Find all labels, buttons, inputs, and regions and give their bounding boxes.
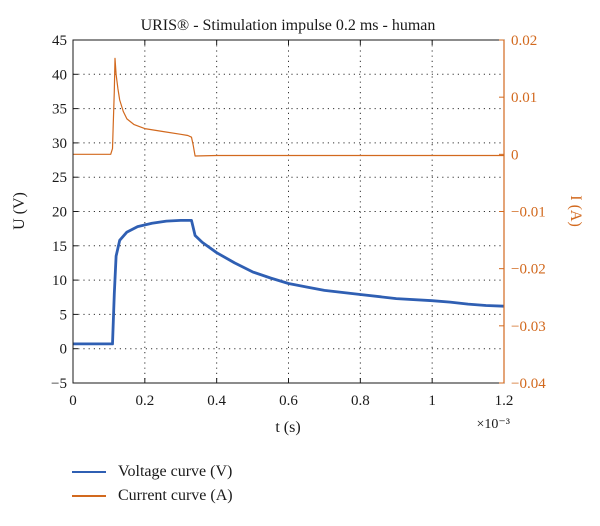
legend-item-current: Current curve (A) bbox=[72, 484, 233, 508]
x-tick-label: 0.2 bbox=[135, 393, 154, 409]
x-axis-label: t (s) bbox=[275, 419, 300, 436]
y-left-tick-label: 35 bbox=[52, 102, 67, 118]
y-left-tick-label: 30 bbox=[52, 136, 67, 152]
current-line-swatch bbox=[72, 495, 106, 497]
y-axis-right-label: I (A) bbox=[567, 195, 584, 227]
voltage-line-swatch bbox=[72, 471, 106, 473]
y-axis-left-label: U (V) bbox=[11, 192, 28, 230]
y-right-tick-label: 0.01 bbox=[511, 90, 537, 106]
y-right-tick-label: −0.02 bbox=[511, 262, 546, 278]
y-left-tick-label: 45 bbox=[52, 33, 67, 49]
grid bbox=[73, 40, 504, 383]
y-left-tick-label: 0 bbox=[60, 342, 68, 358]
y-left-tick-label: 20 bbox=[52, 205, 67, 221]
y-right-tick-label: 0.02 bbox=[511, 33, 537, 49]
x-tick-label: 1 bbox=[428, 393, 436, 409]
x-tick-label: 0.8 bbox=[351, 393, 370, 409]
y-left-tick-label: 5 bbox=[60, 307, 68, 323]
y-left-tick-label: 25 bbox=[52, 170, 67, 186]
x-tick-label: 1.2 bbox=[495, 393, 514, 409]
axes: 0 0.2 0.4 0.6 0.8 1 1.2−5051015202530354045−0.… bbox=[51, 33, 546, 409]
y-left-tick-label: 10 bbox=[52, 273, 67, 289]
legend-item-voltage: Voltage curve (V) bbox=[72, 460, 233, 484]
x-axis-multiplier: ×10⁻³ bbox=[477, 417, 510, 432]
current-curve bbox=[73, 57, 504, 157]
legend: Voltage curve (V) Current curve (A) bbox=[72, 460, 233, 508]
y-right-tick-label: 0 bbox=[511, 147, 519, 163]
y-right-tick-label: −0.03 bbox=[511, 319, 546, 335]
y-left-tick-label: 40 bbox=[52, 67, 67, 83]
x-tick-label: 0 bbox=[69, 393, 77, 409]
legend-label-voltage: Voltage curve (V) bbox=[118, 463, 233, 480]
y-right-tick-label: −0.01 bbox=[511, 205, 546, 221]
y-left-tick-label: 15 bbox=[52, 239, 67, 255]
legend-label-current: Current curve (A) bbox=[118, 487, 233, 504]
y-left-tick-label: −5 bbox=[51, 376, 67, 392]
series-layer bbox=[73, 57, 505, 346]
y-right-tick-label: −0.04 bbox=[511, 376, 546, 392]
chart-title: URIS® - Stimulation impulse 0.2 ms - hum… bbox=[141, 17, 436, 34]
voltage-curve bbox=[73, 219, 505, 346]
x-tick-label: 0.6 bbox=[279, 393, 298, 409]
x-tick-label: 0.4 bbox=[207, 393, 226, 409]
